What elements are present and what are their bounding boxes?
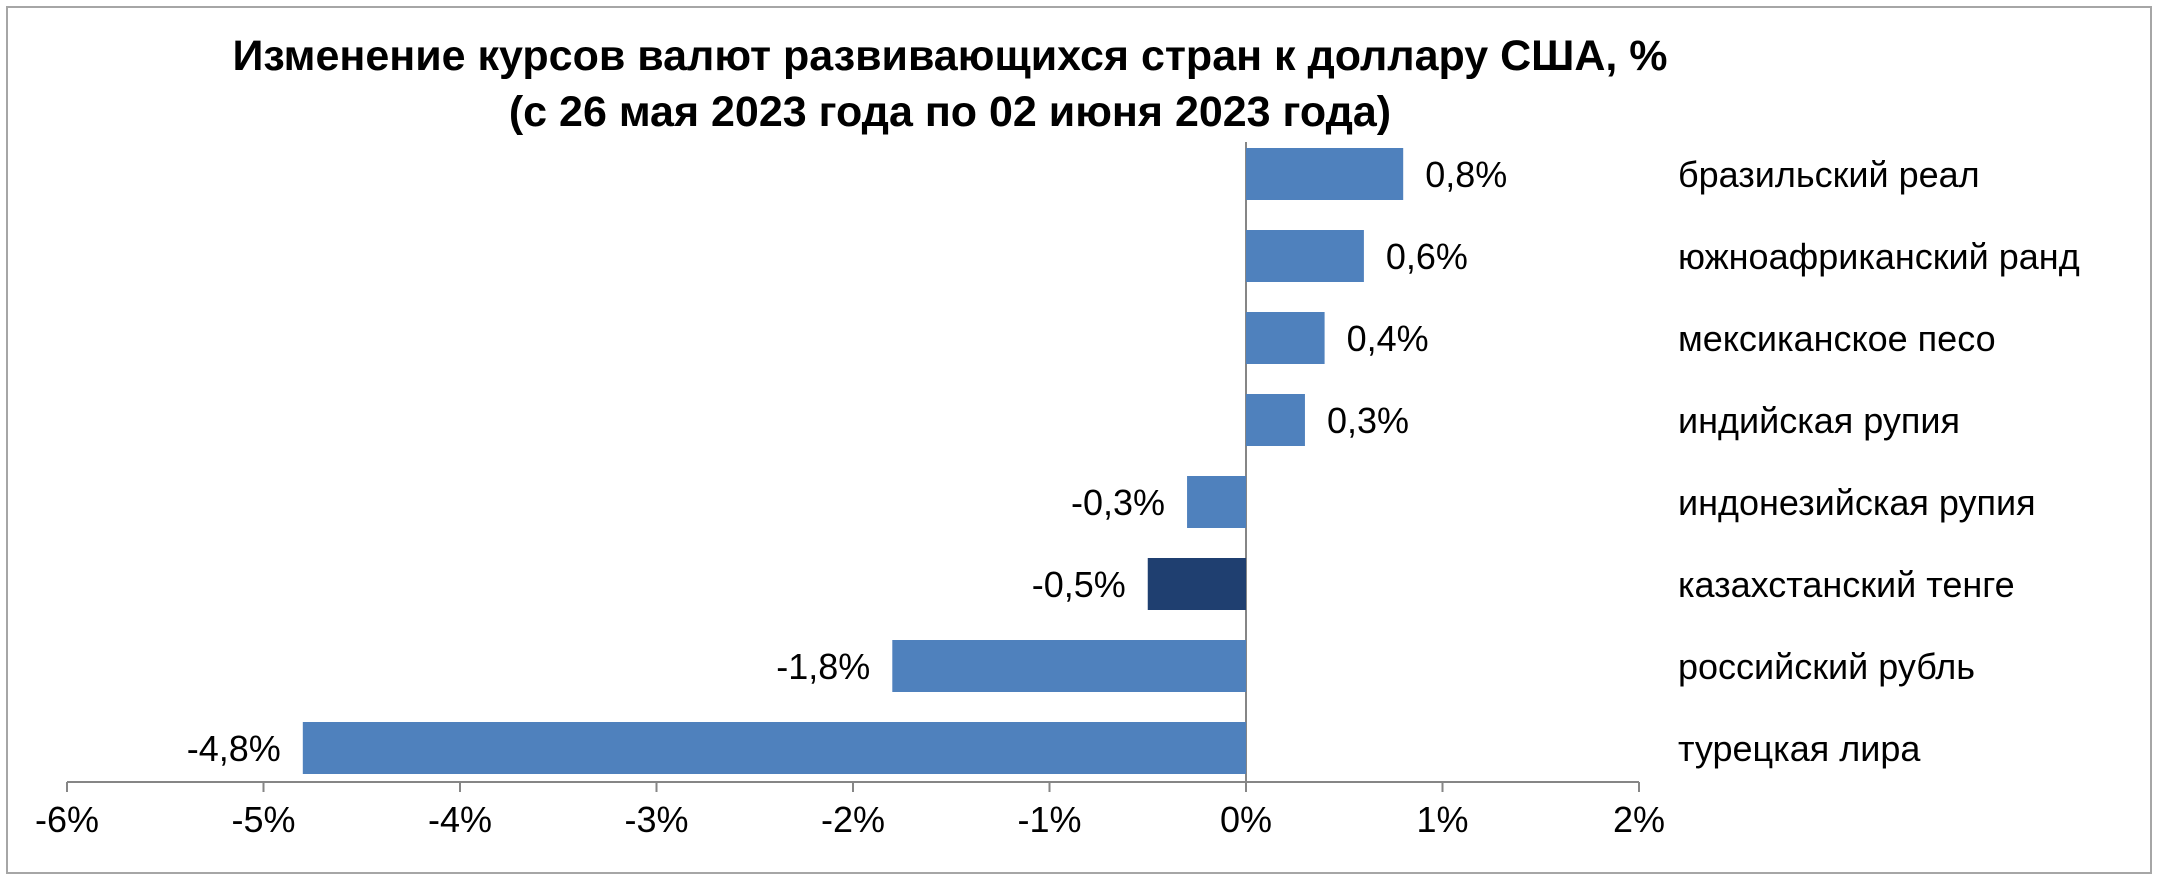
bar [1246, 230, 1364, 282]
x-tick-label: -6% [35, 799, 99, 840]
chart-subtitle: (с 26 мая 2023 года по 02 июня 2023 года… [508, 88, 1392, 136]
x-tick-label: -5% [231, 799, 295, 840]
value-label: -0,5% [1032, 564, 1126, 605]
bar [1246, 148, 1404, 200]
bar [302, 722, 1246, 774]
value-label: -4,8% [187, 728, 281, 769]
category-label: мексиканское песо [1678, 318, 1996, 359]
bar [1246, 394, 1305, 446]
x-tick-label: -4% [428, 799, 492, 840]
x-tick-label: 2% [1613, 799, 1665, 840]
category-label: южноафриканский ранд [1678, 236, 2080, 277]
value-label: -0,3% [1071, 482, 1165, 523]
bar [892, 640, 1246, 692]
value-label: 0,3% [1327, 400, 1409, 441]
x-tick-label: -3% [624, 799, 688, 840]
x-tick-label: 0% [1220, 799, 1272, 840]
category-label: казахстанский тенге [1678, 564, 2015, 605]
value-label: -1,8% [776, 646, 870, 687]
chart-title-block: Изменение курсов валют развивающихся стр… [0, 28, 1900, 140]
category-label: турецкая лира [1678, 728, 1921, 769]
bar [1147, 558, 1246, 610]
category-label: российский рубль [1678, 646, 1975, 687]
x-tick-label: -1% [1017, 799, 1081, 840]
value-label: 0,8% [1425, 154, 1507, 195]
bar [1187, 476, 1246, 528]
category-label: индийская рупия [1678, 400, 1960, 441]
x-tick-label: -2% [821, 799, 885, 840]
value-label: 0,4% [1347, 318, 1429, 359]
category-label: индонезийская рупия [1678, 482, 2036, 523]
x-tick-label: 1% [1416, 799, 1468, 840]
category-label: бразильский реал [1678, 154, 1980, 195]
value-label: 0,6% [1386, 236, 1468, 277]
chart-title: Изменение курсов валют развивающихся стр… [232, 32, 1668, 80]
bar [1246, 312, 1325, 364]
